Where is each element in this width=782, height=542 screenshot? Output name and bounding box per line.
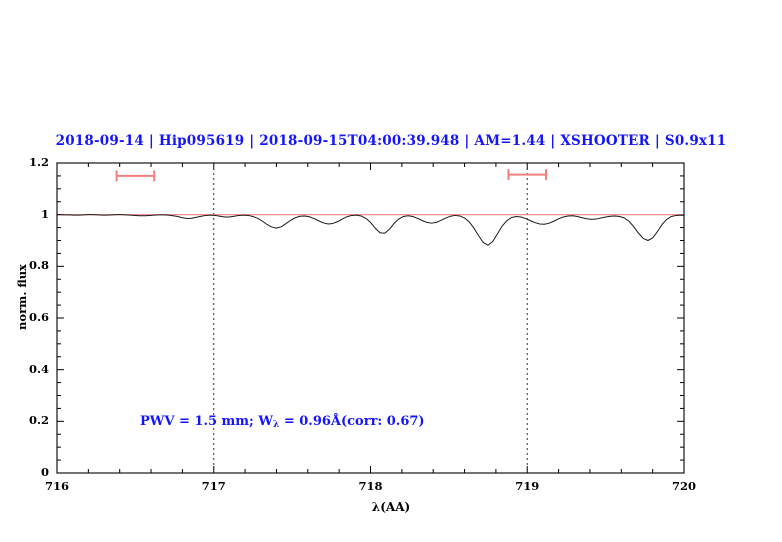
x-axis-title: λ(AA) [371,500,411,514]
x-tick-label: 716 [44,479,69,493]
x-tick-label: 717 [201,479,226,493]
pwv-annotation-prefix: PWV = 1.5 mm; W [140,414,273,429]
axis-ticks-layer [56,162,685,474]
y-tick-label: 0.4 [28,361,49,376]
y-tick-label: 0.6 [28,310,49,324]
pwv-annotation: PWV = 1.5 mm; Wλ = 0.96Å(corr: 0.67) [140,414,425,430]
plot-frame-rect [56,162,685,474]
x-tick-label: 720 [671,479,696,493]
vertical-markers-layer [213,163,528,473]
plot-frame [56,162,685,474]
pwv-annotation-suffix: = 0.96Å(corr: 0.67) [279,414,425,429]
y-tick-label: 0.8 [28,258,49,273]
spectrum-line [57,214,685,246]
y-tick-label: 1 [40,206,49,221]
x-tick-label: 718 [358,479,383,493]
y-tick-label: 0.2 [28,413,49,428]
spectrum-polyline [57,214,685,246]
pwv-annotation-subscript: λ [272,420,280,430]
y-tick-label: 1.2 [28,155,49,169]
errorbar-markers-layer [115,169,548,182]
y-tick-label: 0 [40,465,49,479]
x-tick-label: 719 [515,479,540,493]
page-title: 2018-09-14 | Hip095619 | 2018-09-15T04:0… [55,133,727,149]
